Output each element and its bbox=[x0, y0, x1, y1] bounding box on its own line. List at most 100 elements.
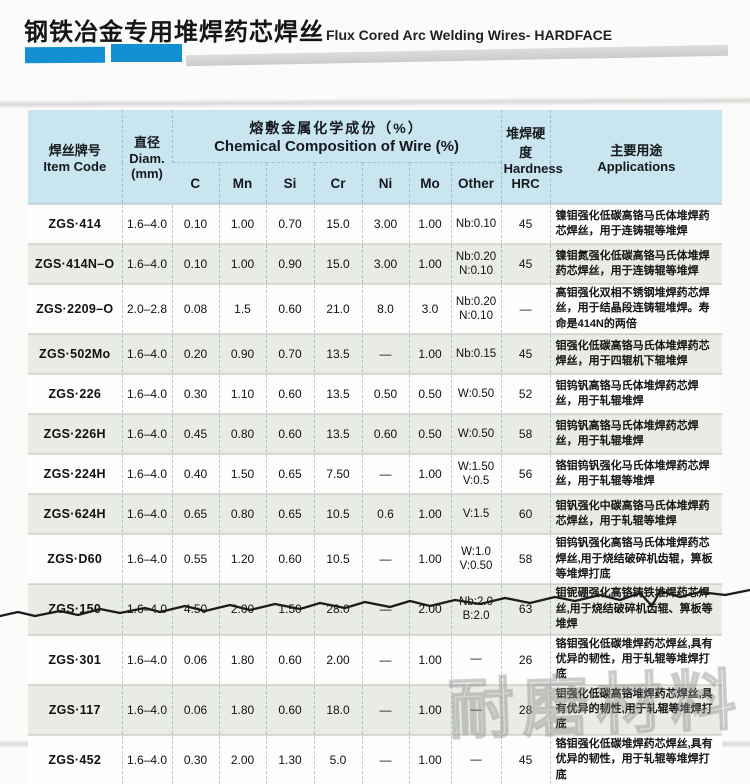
cell-item-code: ZGS·301 bbox=[28, 633, 122, 685]
cell-diameter: 1.6–4.0 bbox=[121, 453, 172, 495]
page-title-zh: 钢铁冶金专用堆焊药芯焊丝 bbox=[24, 19, 324, 46]
cell-cr: 21.0 bbox=[313, 282, 362, 335]
cell-c: 0.10 bbox=[171, 243, 219, 284]
table-row: ZGS·624H 1.6–4.0 0.65 0.80 0.65 10.5 0.6… bbox=[28, 493, 723, 535]
cell-c: 0.20 bbox=[171, 333, 219, 375]
header-diameter-zh: 直径 bbox=[133, 135, 160, 150]
cell-mo: 3.0 bbox=[408, 282, 451, 335]
cell-mn: 1.5 bbox=[218, 282, 266, 335]
table-row: ZGS·301 1.6–4.0 0.06 1.80 0.60 2.00 — 1.… bbox=[28, 633, 723, 685]
cell-cr: 13.5 bbox=[313, 413, 362, 455]
cell-mn: 0.80 bbox=[218, 413, 266, 455]
header-composition-group: 熔敷金属化学成份（%） Chemical Composition of Wire… bbox=[171, 110, 502, 163]
cell-application: 钼铌硼强化高铬铸铁堆焊药芯焊丝,用于烧结破碎机齿辊、箅板等堆焊 bbox=[549, 583, 723, 635]
cell-other-elements: W:0.50 bbox=[450, 413, 502, 455]
cell-si: 1.50 bbox=[265, 583, 314, 635]
cell-diameter: 1.6–4.0 bbox=[121, 683, 172, 735]
cell-ni: 8.0 bbox=[361, 282, 409, 335]
cell-mn: 2.00 bbox=[218, 583, 266, 635]
cell-mn: 1.20 bbox=[218, 533, 266, 585]
cell-si: 0.60 bbox=[265, 533, 314, 585]
cell-mo: 1.00 bbox=[408, 453, 451, 495]
header-composition-en: Chemical Composition of Wire (%) bbox=[214, 137, 459, 155]
header-applications-en: Applications bbox=[597, 158, 676, 174]
cell-application: 钼钨钒强化高铬马氏体堆焊药芯焊丝,用于烧结破碎机齿辊，箅板等堆焊打底 bbox=[549, 533, 723, 585]
cell-cr: 5.0 bbox=[313, 733, 362, 784]
header-element-mn: Mn bbox=[218, 162, 266, 204]
cell-ni: — bbox=[361, 583, 409, 635]
cell-hardness: 58 bbox=[500, 413, 551, 455]
cell-ni: — bbox=[361, 733, 409, 784]
cell-mn: 0.90 bbox=[218, 333, 266, 375]
cell-si: 0.90 bbox=[265, 243, 314, 284]
cell-si: 0.65 bbox=[265, 453, 314, 495]
cell-other-elements: W:1.50 V:0.5 bbox=[450, 453, 502, 495]
cell-hardness: 52 bbox=[500, 373, 551, 415]
table-row: ZGS·117 1.6–4.0 0.06 1.80 0.60 18.0 — 1.… bbox=[28, 683, 723, 735]
cell-c: 0.06 bbox=[171, 683, 219, 735]
cell-other-elements: Nb:0.10 bbox=[450, 203, 502, 244]
cell-application: 钼钨钒高铬马氏体堆焊药芯焊丝，用于轧辊堆焊 bbox=[549, 373, 723, 415]
scan-streak bbox=[0, 96, 750, 109]
cell-cr: 13.5 bbox=[313, 333, 362, 375]
cell-mo: 1.00 bbox=[408, 493, 451, 535]
cell-other-elements: Nb:0.20 N:0.10 bbox=[450, 243, 502, 284]
cell-other-elements: Nb:0.20 N:0.10 bbox=[450, 282, 502, 335]
table-row: ZGS·414 1.6–4.0 0.10 1.00 0.70 15.0 3.00… bbox=[28, 203, 723, 244]
blue-accent-bar-right bbox=[111, 44, 182, 62]
cell-c: 4.50 bbox=[171, 583, 219, 635]
header-hardness-zh: 堆焊硬度 bbox=[506, 125, 546, 160]
cell-hardness: 45 bbox=[500, 243, 551, 284]
blue-accent-bar-left bbox=[24, 46, 106, 64]
cell-application: 铬钼钨钒强化马氏体堆焊药芯焊丝，用于轧辊等堆焊 bbox=[549, 453, 723, 495]
cell-ni: — bbox=[361, 453, 409, 495]
cell-si: 1.30 bbox=[265, 733, 314, 784]
cell-mo: 1.00 bbox=[408, 683, 451, 735]
cell-c: 0.06 bbox=[171, 633, 219, 685]
cell-item-code: ZGS·624H bbox=[28, 493, 122, 535]
cell-item-code: ZGS·502Mo bbox=[28, 333, 122, 375]
header-hardness: 堆焊硬度 Hardness HRC bbox=[500, 110, 563, 204]
cell-mo: 1.00 bbox=[408, 633, 451, 685]
header-element-si: Si bbox=[265, 162, 314, 204]
cell-ni: 0.50 bbox=[361, 373, 409, 415]
cell-mo: 1.00 bbox=[408, 533, 451, 585]
cell-mn: 1.80 bbox=[218, 683, 266, 735]
table-row: ZGS·226H 1.6–4.0 0.45 0.80 0.60 13.5 0.6… bbox=[28, 413, 723, 455]
cell-item-code: ZGS·117 bbox=[28, 683, 122, 735]
cell-mn: 0.80 bbox=[218, 493, 266, 535]
cell-mo: 2.00 bbox=[408, 583, 451, 635]
cell-si: 0.70 bbox=[265, 203, 314, 244]
cell-other-elements: Nb:2.0 B:2.0 bbox=[450, 583, 502, 635]
header-element-c: C bbox=[172, 162, 219, 204]
cell-other-elements: W:0.50 bbox=[450, 373, 502, 415]
cell-si: 0.60 bbox=[265, 683, 314, 735]
cell-mn: 2.00 bbox=[218, 733, 266, 784]
cell-diameter: 1.6–4.0 bbox=[121, 533, 172, 585]
header-item-code-zh: 焊丝牌号 bbox=[48, 142, 101, 158]
cell-hardness: — bbox=[500, 282, 551, 335]
cell-hardness: 26 bbox=[500, 633, 551, 685]
cell-other-elements: V:1.5 bbox=[450, 493, 502, 535]
cell-hardness: 56 bbox=[500, 453, 551, 495]
table-row: ZGS·414N–O 1.6–4.0 0.10 1.00 0.90 15.0 3… bbox=[28, 243, 723, 284]
header-applications-zh: 主要用途 bbox=[610, 142, 663, 158]
cell-other-elements: W:1.0 V:0.50 bbox=[450, 533, 502, 585]
table-row: ZGS·D60 1.6–4.0 0.55 1.20 0.60 10.5 — 1.… bbox=[28, 533, 723, 585]
cell-diameter: 1.6–4.0 bbox=[121, 243, 172, 284]
cell-diameter: 1.6–4.0 bbox=[121, 373, 172, 415]
cell-mn: 1.50 bbox=[218, 453, 266, 495]
cell-application: 铬钼强化低碳堆焊药芯焊丝,具有优异的韧性，用于轧辊等堆焊打底 bbox=[549, 633, 723, 685]
cell-c: 0.10 bbox=[171, 203, 219, 244]
cell-diameter: 1.6–4.0 bbox=[121, 333, 172, 375]
cell-ni: — bbox=[361, 333, 409, 375]
cell-mo: 1.00 bbox=[408, 243, 451, 284]
cell-cr: 15.0 bbox=[313, 203, 362, 244]
cell-diameter: 1.6–4.0 bbox=[121, 633, 172, 685]
cell-other-elements: Nb:0.15 bbox=[450, 333, 502, 375]
table-row: ZGS·150 1.6–4.0 4.50 2.00 1.50 28.0 — 2.… bbox=[28, 583, 723, 635]
cell-diameter: 1.6–4.0 bbox=[121, 413, 172, 455]
cell-ni: 3.00 bbox=[361, 203, 409, 244]
table-row: ZGS·2209–O 2.0–2.8 0.08 1.5 0.60 21.0 8.… bbox=[28, 282, 723, 335]
header-element-ni: Ni bbox=[361, 162, 409, 204]
